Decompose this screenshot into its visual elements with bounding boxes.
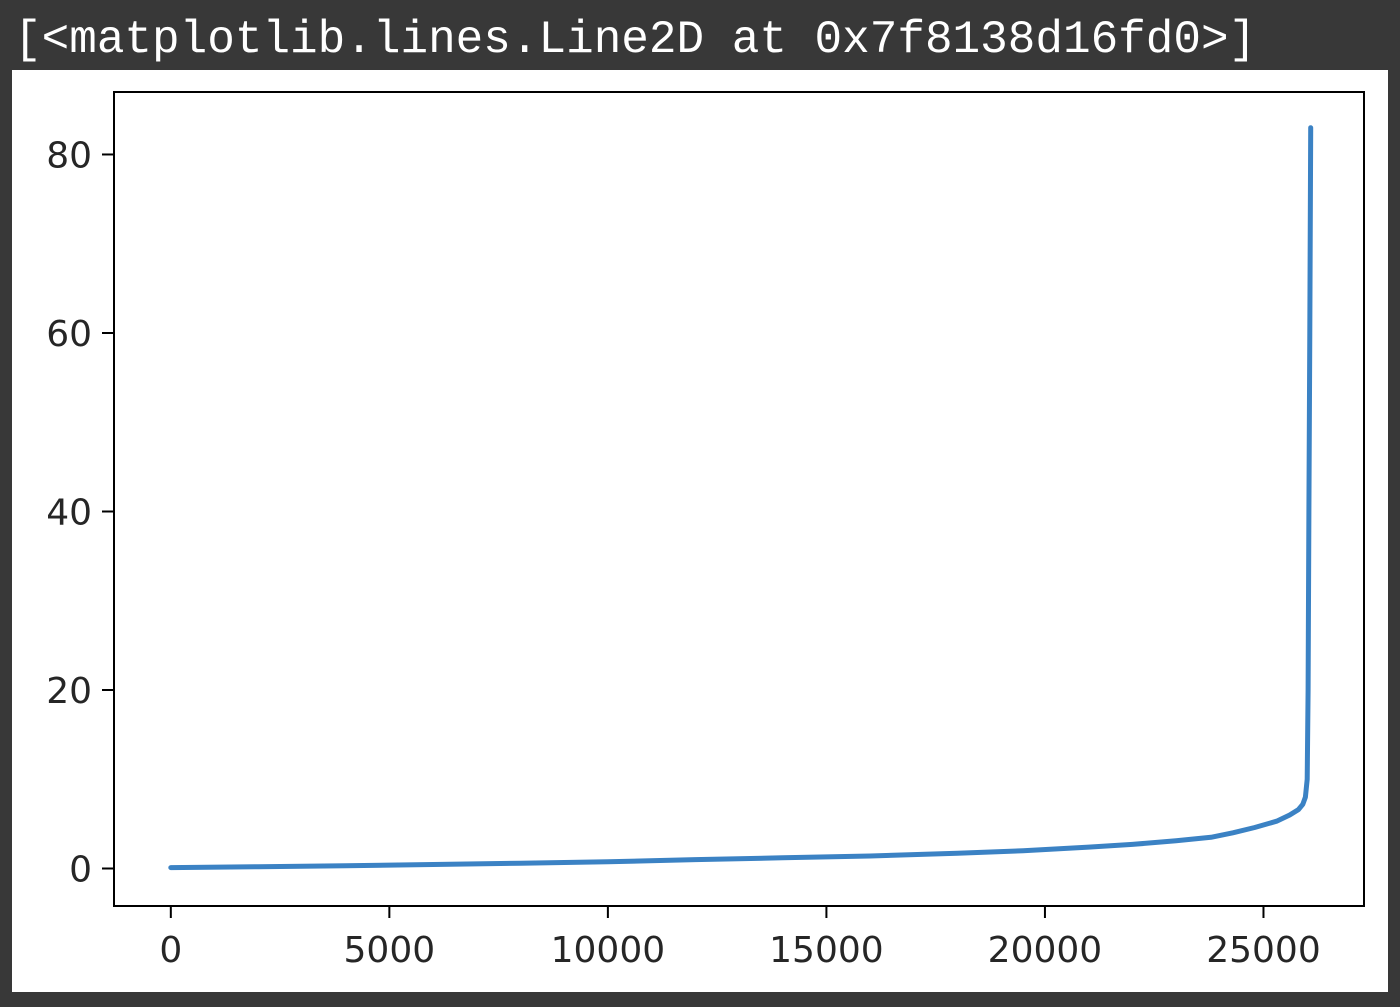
line-chart: 0 5000 10000 15000 20000 25000 0 20 40 60 80 <box>46 91 1365 971</box>
x-tick-label: 10000 <box>551 930 666 971</box>
y-tick-label: 40 <box>46 492 92 533</box>
x-tick-label: 5000 <box>344 930 436 971</box>
x-tick-label: 15000 <box>769 930 884 971</box>
y-tick-label: 0 <box>69 850 92 891</box>
x-tick-label: 20000 <box>988 930 1103 971</box>
series-line-0 <box>168 125 1314 871</box>
plot-figure: 0 5000 10000 15000 20000 25000 0 20 40 60 80 <box>12 70 1388 992</box>
y-axis: 0 20 40 60 80 <box>46 135 114 891</box>
axes-frame <box>113 91 1365 907</box>
cell-output-text: [<matplotlib.lines.Line2D at 0x7f8138d16… <box>14 14 1257 66</box>
x-tick-label: 0 <box>159 930 182 971</box>
x-axis: 0 5000 10000 15000 20000 25000 <box>159 906 1321 971</box>
y-tick-label: 60 <box>46 314 92 355</box>
y-tick-label: 80 <box>46 135 92 176</box>
y-tick-label: 20 <box>46 671 92 712</box>
x-tick-label: 25000 <box>1206 930 1321 971</box>
plot-layer <box>168 125 1314 871</box>
